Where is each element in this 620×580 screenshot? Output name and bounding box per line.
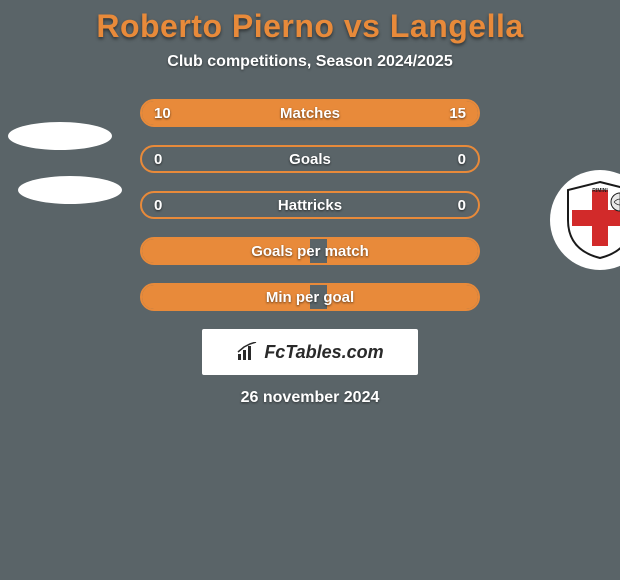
bar-label: Goals — [142, 147, 478, 171]
date-label: 26 november 2024 — [0, 389, 620, 407]
bar-value-right: 0 — [458, 147, 466, 171]
bar-value-right: 15 — [449, 101, 466, 125]
bar-value-left: 0 — [154, 193, 162, 217]
comparison-bars: Matches1015Goals00Hattricks00Goals per m… — [140, 99, 480, 311]
bar-value-left: 10 — [154, 101, 171, 125]
logo-text: FcTables.com — [264, 342, 383, 363]
bar-label: Min per goal — [142, 285, 478, 309]
svg-text:RIMINI: RIMINI — [592, 188, 608, 194]
decor-oval-1 — [18, 176, 122, 204]
page-title: Roberto Pierno vs Langella — [0, 8, 620, 45]
stat-bar-goals: Goals0 0 — [140, 145, 480, 173]
stat-bar-matches: Matches10 15 — [140, 99, 480, 127]
bar-label: Matches — [142, 101, 478, 125]
decor-oval-0 — [8, 122, 112, 150]
bar-value-right: 0 — [458, 193, 466, 217]
bar-label: Goals per match — [142, 239, 478, 263]
bar-value-left: 0 — [154, 147, 162, 171]
fctables-logo: FcTables.com — [202, 329, 418, 375]
stat-bar-goals-per-match: Goals per match — [140, 237, 480, 265]
chart-icon — [236, 342, 258, 362]
subtitle: Club competitions, Season 2024/2025 — [0, 53, 620, 71]
stat-bar-hattricks: Hattricks0 0 — [140, 191, 480, 219]
bar-label: Hattricks — [142, 193, 478, 217]
stat-bar-min-per-goal: Min per goal — [140, 283, 480, 311]
